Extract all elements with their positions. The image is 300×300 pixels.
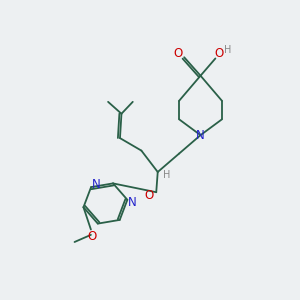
Text: N: N <box>128 196 137 209</box>
Text: N: N <box>196 129 205 142</box>
Text: O: O <box>214 47 224 60</box>
Text: N: N <box>92 178 101 191</box>
Text: O: O <box>144 189 153 202</box>
Text: O: O <box>88 230 97 242</box>
Text: H: H <box>163 170 170 180</box>
Text: O: O <box>173 47 182 60</box>
Text: H: H <box>224 44 232 55</box>
